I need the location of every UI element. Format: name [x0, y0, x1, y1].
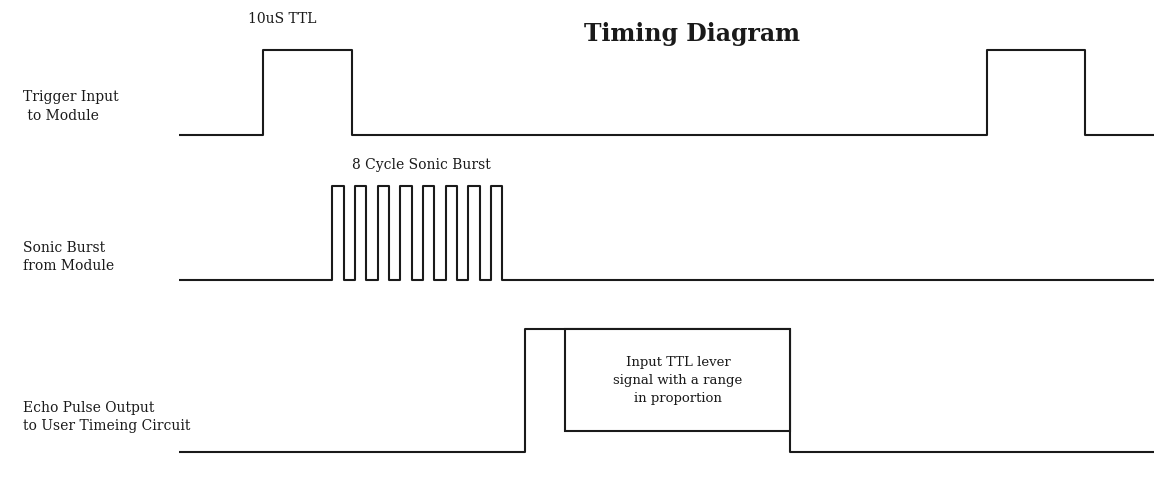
FancyBboxPatch shape	[565, 329, 790, 431]
Text: Timing Diagram: Timing Diagram	[584, 22, 801, 45]
Text: Input TTL lever
signal with a range
in proportion: Input TTL lever signal with a range in p…	[613, 355, 743, 405]
Text: 8 Cycle Sonic Burst: 8 Cycle Sonic Burst	[352, 158, 490, 172]
Text: 10uS TTL: 10uS TTL	[248, 12, 317, 26]
Text: Echo Pulse Output
to User Timeing Circuit: Echo Pulse Output to User Timeing Circui…	[23, 400, 190, 432]
Text: Sonic Burst
from Module: Sonic Burst from Module	[23, 241, 114, 272]
Text: Trigger Input
 to Module: Trigger Input to Module	[23, 91, 119, 122]
